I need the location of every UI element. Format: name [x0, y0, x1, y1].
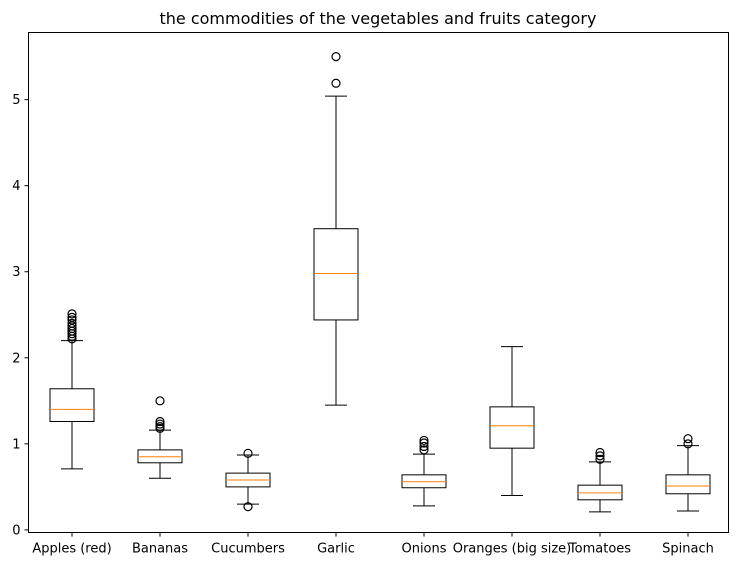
- outlier-point: [67, 312, 77, 322]
- y-tick-label: 2: [12, 351, 20, 366]
- x-tick-label: Garlic: [317, 542, 355, 557]
- outlier-point: [155, 419, 165, 429]
- box-4: [313, 51, 359, 406]
- y-tick-label: 1: [12, 437, 20, 452]
- x-tick-label: Oranges (big size): [453, 542, 572, 557]
- y-tick-label: 0: [12, 523, 20, 538]
- box-group: [49, 51, 711, 513]
- outlier-point: [155, 416, 165, 427]
- box-5: [401, 435, 447, 507]
- iqr-box: [49, 388, 95, 422]
- box-3: [225, 448, 271, 512]
- outlier-point: [67, 323, 77, 334]
- iqr-box: [489, 406, 535, 449]
- box-8: [665, 434, 711, 512]
- outlier-point: [67, 318, 77, 328]
- outlier-point: [243, 448, 253, 458]
- box-1: [49, 309, 95, 470]
- outlier-point: [683, 439, 693, 449]
- iqr-box: [665, 474, 711, 495]
- y-tick-label: 5: [12, 93, 20, 108]
- y-tick-label: 3: [12, 265, 20, 280]
- x-tick-label: Bananas: [132, 542, 188, 557]
- outlier-point: [331, 78, 341, 88]
- x-tick-label: Tomatoes: [568, 542, 631, 557]
- outlier-point: [419, 438, 429, 448]
- outlier-point: [155, 422, 165, 432]
- outlier-point: [595, 451, 605, 461]
- y-axis: 0 1 2 3 4 5: [12, 93, 29, 538]
- outlier-point: [67, 315, 77, 325]
- x-tick-label: Cucumbers: [211, 542, 285, 557]
- outlier-point: [243, 502, 253, 512]
- outlier-point: [67, 309, 77, 319]
- outlier-point: [331, 51, 341, 62]
- outlier-point: [595, 454, 605, 464]
- x-tick-label: Onions: [401, 542, 446, 557]
- box-6: [489, 346, 535, 496]
- y-tick-label: 4: [12, 179, 20, 194]
- x-axis: Apples (red) Bananas Cucumbers Garlic Onions…: [32, 532, 714, 557]
- plot-area: [28, 32, 729, 533]
- box-2: [137, 396, 183, 479]
- outlier-point: [67, 321, 77, 331]
- box-7: [577, 447, 623, 513]
- outlier-point: [419, 435, 429, 446]
- outlier-point: [155, 396, 165, 406]
- outlier-point: [595, 447, 605, 458]
- chart-title: the commodities of the vegetables and fr…: [160, 9, 597, 28]
- x-tick-label: Apples (red): [32, 542, 111, 557]
- outlier-point: [419, 445, 429, 455]
- x-tick-label: Spinach: [662, 542, 714, 557]
- iqr-box: [313, 228, 359, 321]
- outlier-point: [419, 441, 429, 452]
- outlier-point: [683, 434, 693, 444]
